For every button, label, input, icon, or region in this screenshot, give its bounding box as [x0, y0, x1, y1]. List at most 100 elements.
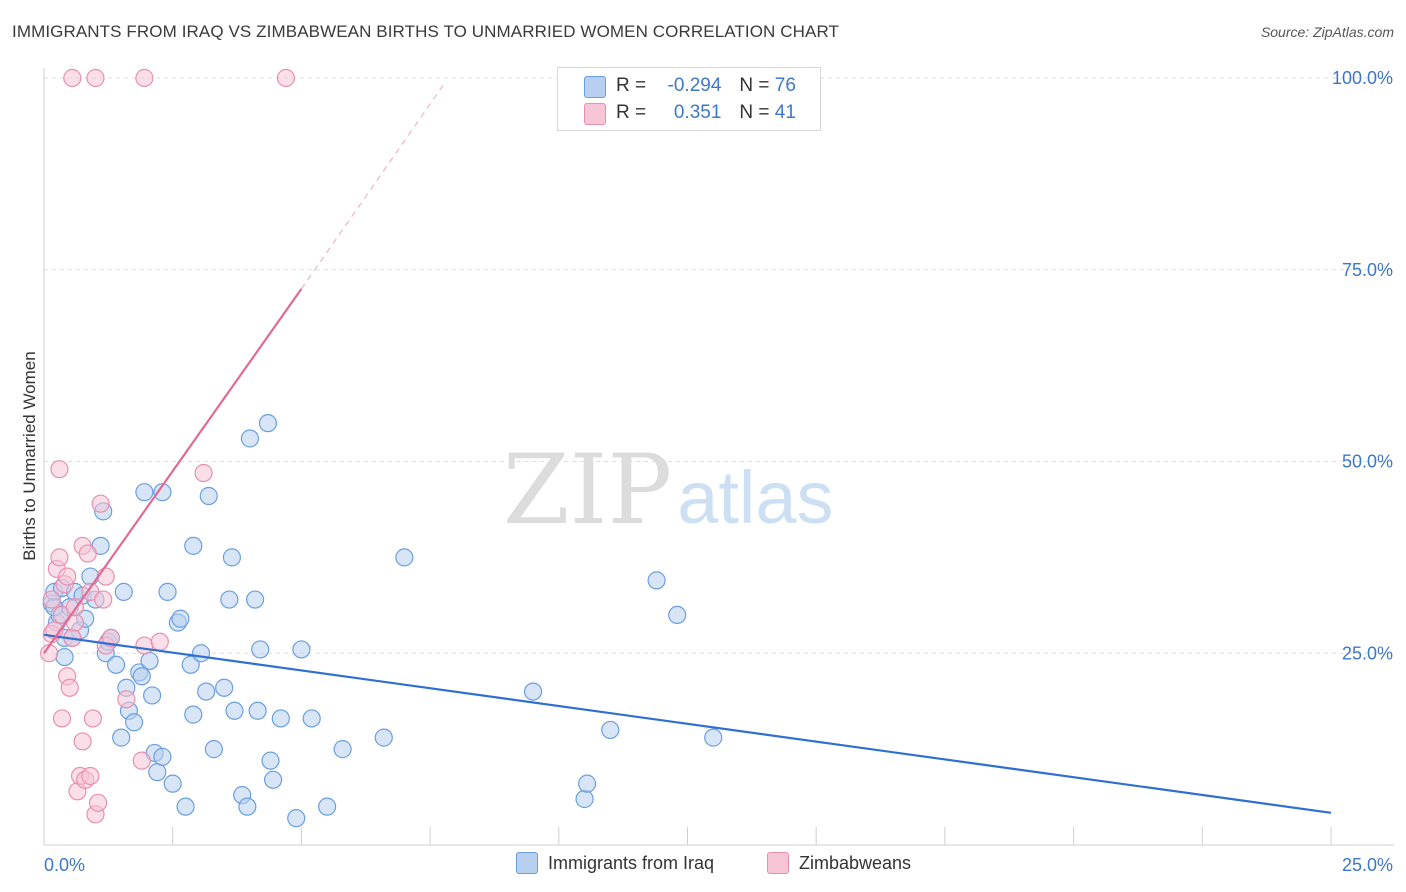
- iraq-point: [704, 728, 723, 747]
- iraq-point: [181, 655, 200, 674]
- iraq-point: [318, 797, 337, 816]
- iraq-point: [222, 548, 242, 567]
- series1-swatch: [584, 76, 606, 98]
- r-label-1: R =: [616, 75, 647, 96]
- y-axis-label: Births to Unmarried Women: [20, 351, 39, 561]
- correlation-legend: R = -0.294 N = 76 R = 0.351 N = 41: [557, 67, 821, 131]
- iraq-point: [81, 567, 100, 586]
- zimbabwean-point: [150, 632, 169, 651]
- legend-label-zimbabweans: Zimbabweans: [799, 852, 912, 873]
- legend-row-2: R = 0.351 N = 41: [616, 101, 796, 125]
- iraq-point: [647, 571, 666, 590]
- iraq-point: [601, 720, 620, 740]
- iraq-point: [271, 709, 290, 728]
- iraq-point: [106, 655, 126, 674]
- r-label-2: R =: [616, 102, 647, 123]
- iraq-point: [575, 789, 594, 809]
- y-tick-label: 25.0%: [1342, 643, 1393, 663]
- iraq-point: [135, 483, 154, 502]
- zimbabwean-point: [132, 751, 151, 770]
- r-value-1: -0.294: [667, 75, 722, 96]
- iraq-point: [132, 667, 151, 686]
- zimbabwean-point: [135, 636, 154, 655]
- iraq-point: [302, 709, 321, 728]
- iraq-point: [184, 536, 203, 555]
- zimbabwean-point: [117, 690, 136, 709]
- iraq-point: [140, 651, 159, 671]
- iraq-point: [114, 582, 133, 601]
- r-value-2: 0.351: [673, 102, 722, 123]
- series2-swatch: [584, 103, 606, 125]
- zimbabwean-point: [101, 628, 121, 648]
- iraq-point: [163, 774, 182, 793]
- iraq-point: [333, 740, 352, 759]
- iraq-point: [238, 797, 257, 816]
- zimbabwean-point: [60, 678, 79, 697]
- iraq-point: [258, 414, 278, 433]
- iraq-point: [124, 713, 144, 732]
- source-label: Source: ZipAtlas.com: [1260, 24, 1394, 40]
- zimbabwean-point: [135, 68, 154, 88]
- iraq-point: [292, 640, 311, 659]
- legend-item-iraq[interactable]: Immigrants from Iraq: [516, 852, 714, 874]
- zimbabwean-point: [63, 68, 82, 88]
- iraq-point: [261, 751, 280, 770]
- zimbabwean-point: [94, 590, 113, 609]
- zimbabwean-point: [73, 732, 92, 751]
- iraq-point: [158, 582, 177, 601]
- x-tick-label: 25.0%: [1342, 855, 1393, 875]
- x-tick-label: 0.0%: [44, 855, 85, 875]
- iraq-point: [215, 678, 234, 697]
- zimbabwean-trend-line: [43, 288, 303, 654]
- iraq-point: [153, 747, 172, 766]
- zimbabwean-point: [52, 709, 72, 728]
- iraq-point: [220, 590, 239, 609]
- y-tick-label: 75.0%: [1342, 260, 1393, 280]
- n-value-1: 76: [774, 75, 796, 96]
- iraq-point: [204, 740, 223, 759]
- iraq-point: [225, 701, 244, 720]
- watermark-zip: ZIP: [503, 434, 672, 546]
- iraq-point: [153, 483, 172, 502]
- iraq-point: [523, 682, 543, 701]
- zimbabwean-point: [83, 709, 103, 728]
- chart-title: IMMIGRANTS FROM IRAQ VS ZIMBABWEAN BIRTH…: [12, 22, 840, 41]
- iraq-point: [143, 686, 162, 705]
- zimbabwean-point: [194, 463, 213, 483]
- iraq-point: [199, 486, 218, 506]
- zimbabwean-point: [42, 590, 61, 609]
- iraq-swatch: [516, 852, 538, 874]
- zimbabwean-point: [91, 494, 110, 513]
- iraq-point: [245, 590, 265, 609]
- legend-row-1: R = -0.294 N = 76: [616, 74, 796, 98]
- n-value-2: 41: [774, 102, 796, 123]
- zimbabwean-point: [276, 68, 296, 88]
- iraq-point: [240, 429, 260, 448]
- iraq-point: [148, 763, 167, 782]
- zimbabwean-point: [81, 766, 100, 786]
- iraq-trend-line: [43, 633, 1332, 814]
- iraq-point: [263, 770, 283, 789]
- zimbabwean-point: [88, 793, 108, 812]
- iraq-point: [191, 644, 211, 663]
- iraq-point: [197, 682, 216, 701]
- n-label-1: N =: [739, 75, 770, 96]
- legend-item-zimbabweans[interactable]: Zimbabweans: [767, 852, 911, 874]
- y-tick-label: 100.0%: [1332, 68, 1393, 88]
- iraq-point: [171, 609, 190, 628]
- iraq-point: [176, 797, 195, 816]
- series-legend: Immigrants from Iraq Zimbabweans: [0, 850, 1406, 878]
- zimbabwean-point: [50, 548, 69, 567]
- legend-label-iraq: Immigrants from Iraq: [548, 852, 715, 873]
- zimbabwean-point: [50, 460, 69, 479]
- iraq-point: [287, 809, 306, 828]
- iraq-point: [251, 640, 270, 659]
- iraq-point: [578, 774, 597, 793]
- iraq-point: [374, 728, 393, 747]
- iraq-point: [112, 728, 131, 747]
- zimbabwean-point: [96, 567, 115, 586]
- iraq-point: [55, 647, 74, 667]
- iraq-point: [395, 548, 414, 567]
- zimbabwean-trend-extension: [300, 81, 447, 290]
